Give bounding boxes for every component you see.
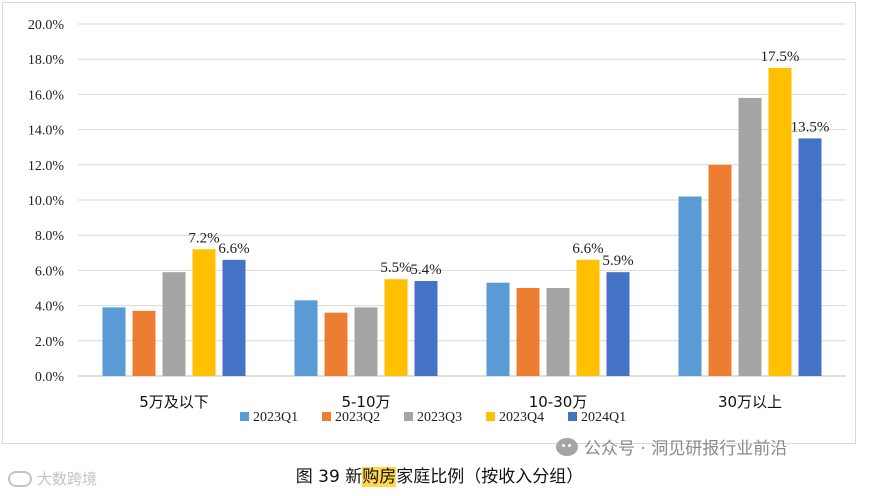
bar-2023Q3-0 bbox=[162, 272, 186, 376]
watermark: 公众号 · 洞见研报行业前沿 bbox=[556, 434, 787, 459]
bar-2024Q1-3 bbox=[798, 138, 822, 376]
y-tick-label-5: 10.0% bbox=[28, 194, 65, 209]
category-label-2: 10-30万 bbox=[529, 393, 588, 411]
y-tick-label-9: 18.0% bbox=[28, 53, 65, 68]
bar-2023Q1-2 bbox=[486, 282, 510, 376]
y-tick-label-0: 0.0% bbox=[35, 370, 65, 385]
bar-2023Q4-1 bbox=[384, 279, 408, 376]
legend-label-2023Q2: 2023Q2 bbox=[335, 410, 380, 425]
bar-2023Q4-2 bbox=[576, 259, 600, 376]
y-tick-label-7: 14.0% bbox=[28, 124, 65, 139]
data-label-2024Q1-3: 13.5% bbox=[791, 119, 830, 135]
bar-2023Q3-2 bbox=[546, 288, 570, 376]
y-tick-label-8: 16.0% bbox=[28, 88, 65, 103]
bar-2023Q3-3 bbox=[738, 97, 762, 377]
caption-suffix: 家庭比例（按收入分组） bbox=[396, 467, 584, 487]
bar-2023Q4-3 bbox=[768, 68, 792, 376]
legend-swatch-2023Q3 bbox=[404, 412, 413, 421]
data-label-2023Q4-1: 5.5% bbox=[380, 260, 411, 276]
bar-2023Q2-3 bbox=[708, 164, 732, 376]
y-tick-label-3: 6.0% bbox=[35, 264, 65, 279]
y-tick-label-10: 20.0% bbox=[28, 18, 65, 33]
data-label-2023Q4-2: 6.6% bbox=[572, 241, 603, 257]
caption-highlight: 购房 bbox=[362, 467, 397, 487]
data-label-2024Q1-1: 5.4% bbox=[410, 262, 441, 278]
data-label-2023Q4-0: 7.2% bbox=[188, 230, 219, 246]
bar-2023Q2-2 bbox=[516, 288, 540, 376]
bar-2023Q3-1 bbox=[354, 307, 378, 376]
logo: 大数跨境 bbox=[8, 468, 97, 489]
bar-2023Q2-1 bbox=[324, 312, 348, 376]
watermark-text: 公众号 · 洞见研报行业前沿 bbox=[584, 439, 788, 459]
legend-label-2023Q3: 2023Q3 bbox=[417, 410, 462, 425]
figure-caption: 图 39 新购房家庭比例（按收入分组） bbox=[0, 462, 879, 487]
data-label-2024Q1-0: 6.6% bbox=[218, 241, 249, 257]
legend-swatch-2023Q4 bbox=[486, 412, 495, 421]
bar-2023Q2-0 bbox=[132, 310, 156, 376]
y-tick-label-2: 4.0% bbox=[35, 300, 65, 315]
bar-2024Q1-2 bbox=[606, 272, 630, 376]
y-tick-label-6: 12.0% bbox=[28, 159, 65, 174]
legend-swatch-2023Q2 bbox=[322, 412, 331, 421]
legend-label-2023Q4: 2023Q4 bbox=[499, 410, 544, 425]
legend-swatch-2024Q1 bbox=[568, 412, 577, 421]
logo-mark-icon bbox=[8, 470, 32, 487]
bar-2023Q4-0 bbox=[192, 249, 216, 376]
bar-2023Q1-1 bbox=[294, 300, 318, 376]
legend-swatch-2023Q1 bbox=[240, 412, 249, 421]
y-tick-label-1: 2.0% bbox=[35, 335, 65, 350]
category-label-1: 5-10万 bbox=[341, 393, 390, 411]
bar-2023Q1-0 bbox=[102, 307, 126, 376]
legend-label-2024Q1: 2024Q1 bbox=[581, 410, 626, 425]
data-label-2024Q1-2: 5.9% bbox=[602, 253, 633, 269]
data-label-2023Q4-3: 17.5% bbox=[761, 49, 800, 65]
wechat-icon bbox=[556, 437, 578, 456]
legend-label-2023Q1: 2023Q1 bbox=[253, 410, 298, 425]
bar-2024Q1-1 bbox=[414, 280, 438, 376]
bar-chart: 0.0% 2.0% 4.0% 6.0% 8.0% 10.0% 12.0% 14.0% 16.0%… bbox=[28, 18, 846, 425]
logo-text: 大数跨境 bbox=[37, 470, 98, 488]
bar-2024Q1-0 bbox=[222, 259, 246, 376]
category-label-0: 5万及以下 bbox=[139, 393, 209, 411]
y-tick-label-4: 8.0% bbox=[35, 229, 65, 244]
bar-2023Q1-3 bbox=[678, 196, 702, 376]
caption-prefix: 图 39 新 bbox=[295, 467, 363, 487]
category-label-3: 30万以上 bbox=[718, 393, 782, 411]
